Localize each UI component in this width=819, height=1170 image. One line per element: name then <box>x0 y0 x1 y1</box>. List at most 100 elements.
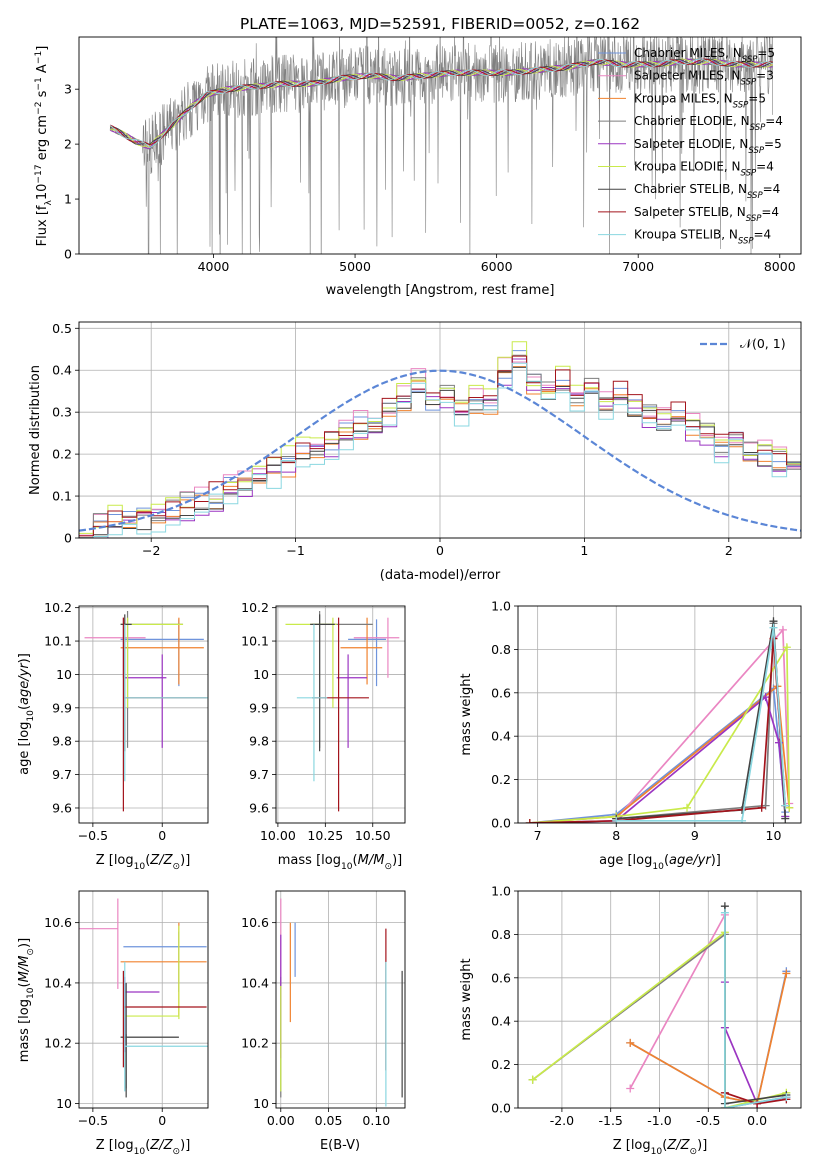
x-tick-label: 6000 <box>481 259 513 274</box>
spectrum-model-kroupa-elodie <box>110 58 773 147</box>
plot-area-age_vs_Z <box>84 611 208 812</box>
spectrum-model-kroupa-stelib <box>109 58 773 149</box>
weight-point <box>781 814 790 823</box>
plot-area-spectrum <box>109 37 773 254</box>
x-tick-label: 8 <box>612 828 620 843</box>
x-tick-label: 10.50 <box>355 828 391 843</box>
axes-frame <box>275 605 406 824</box>
legend-entry: Salpeter STELIB, NSSP=4 <box>634 205 779 224</box>
x-axis-label: age [log10(age/yr)] <box>599 853 721 872</box>
x-tick-label: 0.05 <box>315 1113 343 1128</box>
y-tick-label: 2 <box>64 137 72 152</box>
weight-point <box>782 643 791 652</box>
y-tick-label: 0.6 <box>491 685 511 700</box>
y-tick-label: 0.2 <box>52 447 72 462</box>
x-axis-label: Z [log10(Z/Z⊙)] <box>96 853 191 872</box>
weight-line <box>529 695 787 823</box>
figure-title: PLATE=1063, MJD=52591, FIBERID=0052, z=0… <box>240 15 640 33</box>
axes-frame <box>78 890 209 1109</box>
x-tick-label: 10 <box>766 828 782 843</box>
y-tick-label: 3 <box>64 82 72 97</box>
axes-frame <box>78 605 209 824</box>
legend-entry: Kroupa STELIB, NSSP=4 <box>634 228 771 247</box>
y-axis-label: age [log10(age/yr)] <box>17 653 36 775</box>
weight-line <box>529 686 787 823</box>
legend-entry: 𝒩(0, 1) <box>740 336 786 351</box>
x-tick-label: 0 <box>158 1113 166 1128</box>
axes-age_vs_Z: −0.5 0 9.6 9.7 9.8 9.9 10 10.1 10.2 Z [log10(Z/Z⊙… <box>17 600 209 872</box>
y-tick-label: 10 <box>56 667 72 682</box>
axes-residuals: −2 −1 0 1 2 0 0.1 0.2 0.3 0.4 0.5 𝒩(0, 1) (data-mode… <box>28 321 802 583</box>
y-tick-label: 0.8 <box>491 927 511 942</box>
spectrum-model-salpeter-elodie <box>109 58 773 149</box>
y-tick-label: 0.3 <box>52 405 72 420</box>
normal-curve <box>79 369 801 532</box>
x-tick-label: −0.5 <box>78 1113 108 1128</box>
y-tick-label: 10.4 <box>44 975 72 990</box>
weight-line <box>724 982 787 1105</box>
y-tick-label: 9.6 <box>52 800 72 815</box>
y-tick-label: 10.4 <box>241 975 269 990</box>
spectrum-model-chabrier-elodie <box>109 58 773 151</box>
x-tick-label: 4000 <box>198 259 230 274</box>
legend-entry: Kroupa ELODIE, NSSP=4 <box>634 160 774 179</box>
x-axis-label: E(B-V) <box>320 1138 360 1153</box>
plot-area-residuals <box>79 341 801 538</box>
y-tick-label: 10.6 <box>44 915 72 930</box>
histogram-step-chabrier-stelib <box>79 366 801 538</box>
plot-area-age_vs_mass <box>285 611 400 812</box>
y-tick-label: 0.1 <box>52 489 72 504</box>
weight-point <box>525 819 534 823</box>
y-tick-label: 0.0 <box>491 816 511 831</box>
histogram-step-kroupa-miles <box>79 366 801 538</box>
x-tick-label: −0.5 <box>78 828 108 843</box>
x-tick-label: −1 <box>286 543 304 558</box>
weight-line <box>616 627 787 822</box>
weight-line <box>724 912 787 1108</box>
y-tick-label: 10 <box>253 667 269 682</box>
y-tick-label: 10 <box>253 1096 269 1111</box>
axes-frame <box>78 321 802 539</box>
y-tick-label: 0.8 <box>491 642 511 657</box>
axes-frame <box>78 36 802 255</box>
y-tick-label: 10.2 <box>241 600 269 615</box>
y-tick-label: 10.2 <box>241 1036 269 1051</box>
y-tick-label: 0 <box>64 531 72 546</box>
x-tick-label: 0 <box>158 828 166 843</box>
weight-point <box>738 816 747 823</box>
x-axis-label: Z [log10(Z/Z⊙)] <box>96 1138 191 1157</box>
y-tick-label: 0.4 <box>491 729 511 744</box>
y-axis-label: mass weight <box>459 958 474 1040</box>
y-tick-label: 0.6 <box>491 970 511 985</box>
y-tick-label: 9.8 <box>249 734 269 749</box>
y-tick-label: 10.2 <box>44 1036 72 1051</box>
y-tick-label: 10.2 <box>44 600 72 615</box>
spectrum-model-salpeter-stelib <box>109 58 773 146</box>
axes-spectrum: 4000 5000 6000 7000 8000 0 1 2 3 Chabrier MILES, … <box>34 36 802 298</box>
x-tick-label: 0.10 <box>362 1113 390 1128</box>
weight-point <box>769 623 778 632</box>
x-axis-label: mass [log10(M/M⊙)] <box>278 853 402 872</box>
x-tick-label: 9 <box>691 828 699 843</box>
axes-age_vs_mass: 10.00 10.25 10.50 9.6 9.7 9.8 9.9 10 10.1 10.2 mas… <box>241 600 406 872</box>
histogram-step-chabrier-miles <box>79 350 801 538</box>
x-tick-label: 5000 <box>339 259 371 274</box>
weight-point <box>626 1084 635 1093</box>
y-tick-label: 9.7 <box>52 767 72 782</box>
weight-point <box>720 1104 729 1108</box>
axes-mass_weight_vs_age: 7 8 9 10 0.0 0.2 0.4 0.6 0.8 1.0 mass weight age [l… <box>459 599 802 872</box>
axes-mass_vs_EBV: 0.00 0.05 0.10 10 10.2 10.4 10.6 E(B-V) <box>241 890 406 1153</box>
plot-area-mass_vs_Z <box>79 898 208 1098</box>
y-tick-label: 9.9 <box>249 700 269 715</box>
legend-entry: Salpeter ELODIE, NSSP=5 <box>634 137 782 156</box>
axes-frame <box>517 890 802 1109</box>
weight-line <box>724 906 787 1105</box>
y-tick-label: 10 <box>56 1096 72 1111</box>
legend-entry: Kroupa MILES, NSSP=5 <box>634 91 766 110</box>
weight-point <box>528 1075 537 1084</box>
y-tick-label: 9.8 <box>52 734 72 749</box>
weight-line <box>629 973 788 1105</box>
x-tick-label: 0.00 <box>267 1113 295 1128</box>
plot-area-mass_weight_vs_Z <box>528 902 791 1108</box>
